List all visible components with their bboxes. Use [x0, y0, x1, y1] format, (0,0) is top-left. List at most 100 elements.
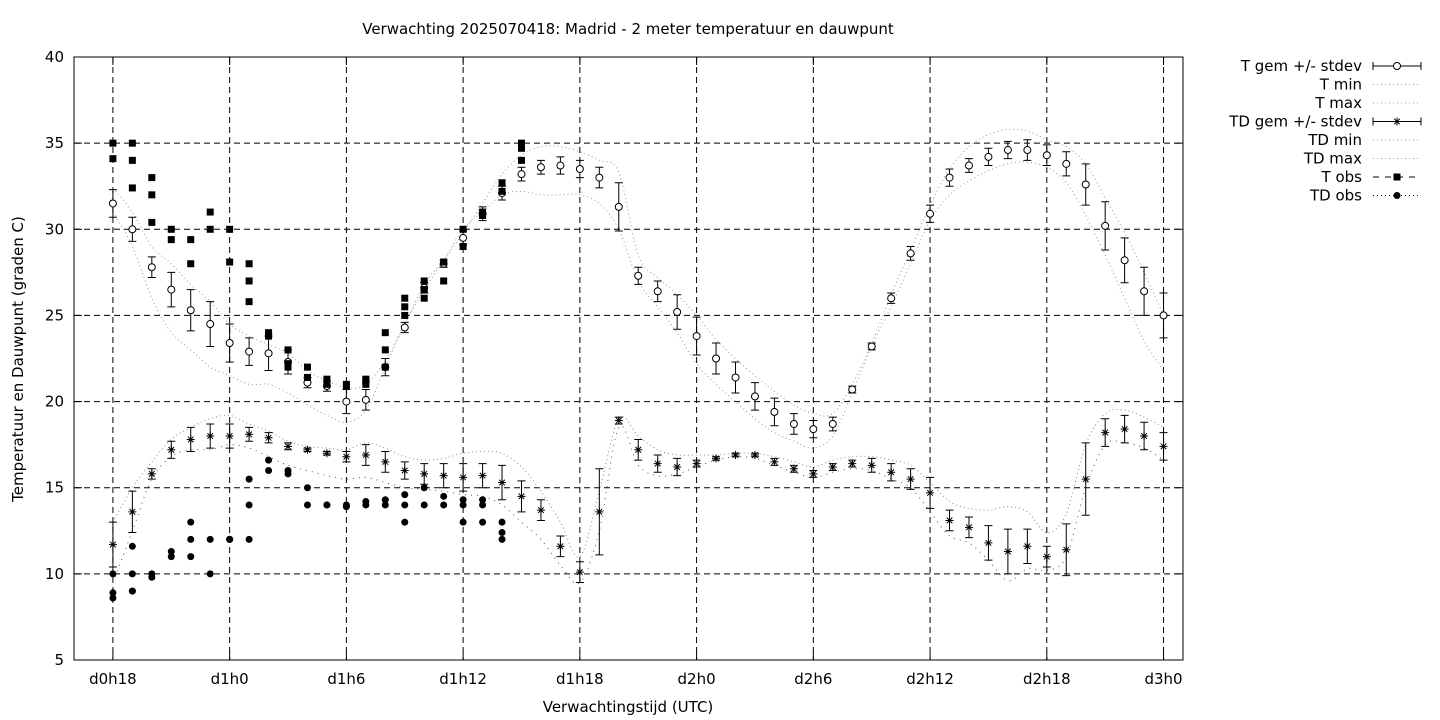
t-obs-point: [167, 225, 175, 233]
td-obs-point: [245, 501, 253, 509]
td-gem-point: [673, 457, 682, 477]
td-gem-point: [867, 457, 876, 473]
td-gem-marker: [1042, 552, 1051, 561]
t-gem-marker: [731, 373, 740, 382]
td-gem-marker: [926, 488, 935, 497]
legend-label: T gem +/- stdev: [1240, 57, 1362, 75]
td-obs-point: [109, 589, 117, 597]
td-gem-marker: [867, 461, 876, 470]
td-gem-marker: [692, 459, 701, 468]
td-gem-marker: [848, 459, 857, 468]
td-obs-point: [459, 518, 467, 526]
td-obs-point: [498, 535, 506, 543]
td-gem-marker: [1081, 475, 1090, 484]
td-obs-point: [128, 542, 136, 550]
td-gem-point: [848, 459, 857, 468]
td-gem-marker: [887, 468, 896, 477]
t-obs-point: [109, 155, 117, 163]
td-obs-point: [109, 594, 117, 602]
t-obs-point: [284, 346, 292, 354]
t-gem-point: [1101, 201, 1110, 251]
t-gem-marker: [1062, 159, 1071, 168]
t-gem-marker: [459, 233, 468, 242]
t-gem-marker: [692, 332, 701, 341]
td-gem-marker: [634, 445, 643, 454]
td-gem-point: [225, 423, 234, 449]
t-gem-point: [770, 397, 779, 427]
t-gem-marker: [400, 323, 409, 332]
td-gem-marker: [1101, 428, 1110, 437]
t-gem-marker: [926, 209, 935, 218]
td-gem-point: [167, 440, 176, 459]
td-gem-marker: [770, 457, 779, 466]
x-tick-label: d2h0: [678, 670, 716, 688]
x-tick-label: d3h0: [1144, 670, 1182, 688]
td-gem-marker: [945, 516, 954, 525]
y-tick-label: 35: [45, 134, 64, 152]
t-gem-marker: [634, 271, 643, 280]
t-obs-point: [109, 139, 117, 147]
td-gem-point: [264, 432, 273, 444]
td-obs-point: [128, 570, 136, 578]
td-gem-point: [478, 463, 487, 489]
td-gem-point: [439, 463, 448, 489]
t-obs-point: [128, 139, 136, 147]
t-gem-marker: [186, 306, 195, 315]
t-gem-point: [1140, 266, 1149, 316]
t-gem-marker: [828, 419, 837, 428]
td-gem-marker: [400, 466, 409, 475]
x-tick-label: d1h0: [211, 670, 249, 688]
t-obs-point: [303, 363, 311, 371]
td-gem-point: [809, 469, 818, 478]
t-gem-marker: [245, 347, 254, 356]
y-tick-label: 30: [45, 220, 64, 238]
td-gem-point: [245, 426, 254, 442]
t-obs-point: [148, 191, 156, 199]
t-gem-point: [1042, 144, 1051, 167]
t-gem-marker: [614, 202, 623, 211]
t-gem-marker: [964, 161, 973, 170]
td-obs-point: [381, 501, 389, 509]
t-gem-marker: [575, 164, 584, 173]
t-obs-point: [517, 139, 525, 147]
legend-entry: TD obs: [1309, 187, 1421, 205]
td-obs-point: [206, 570, 214, 578]
td-gem-point: [1120, 414, 1129, 444]
t-gem-marker: [128, 225, 137, 234]
t-gem-marker: [264, 349, 273, 358]
x-tick-label: d0h18: [89, 670, 137, 688]
td-obs-point: [206, 535, 214, 543]
td-gem-marker: [206, 432, 215, 441]
t-gem-marker: [770, 407, 779, 416]
t-gem-marker: [712, 354, 721, 363]
t-gem-marker: [361, 395, 370, 404]
t-gem-marker: [1120, 256, 1129, 265]
t-gem-point: [945, 168, 954, 187]
td-gem-point: [108, 521, 117, 568]
t-obs-point: [498, 187, 506, 195]
t-obs-point: [206, 225, 214, 233]
td-obs-point: [401, 491, 409, 499]
td-obs-point: [479, 496, 487, 504]
td-gem-point: [498, 464, 507, 501]
td-obs-point: [459, 496, 467, 504]
t-gem-point: [342, 389, 351, 415]
td-obs-point: [323, 501, 331, 509]
td-gem-marker: [673, 463, 682, 472]
x-tick-label: d1h12: [439, 670, 487, 688]
td-gem-point: [770, 457, 779, 466]
td-gem-marker: [498, 478, 507, 487]
t-gem-point: [634, 266, 643, 285]
t-gem-marker: [1101, 221, 1110, 230]
t-obs-point: [362, 377, 370, 385]
td-gem-point: [906, 468, 915, 490]
t-obs-point: [303, 373, 311, 381]
t-gem-marker: [1003, 146, 1012, 155]
td-gem-point: [186, 426, 195, 453]
t-obs-point: [420, 294, 428, 302]
t-gem-marker: [1081, 180, 1090, 189]
t-obs-point: [459, 243, 467, 251]
legend-marker: [1393, 62, 1401, 70]
